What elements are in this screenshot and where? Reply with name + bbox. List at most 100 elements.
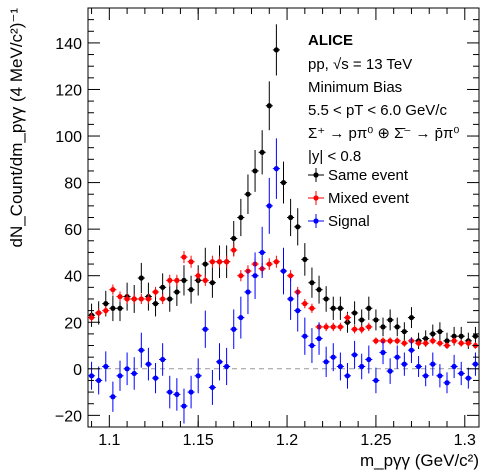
- data-point: [351, 352, 358, 358]
- data-point: [252, 273, 258, 279]
- data-point: [387, 317, 393, 323]
- data-point: [245, 191, 251, 197]
- data-point: [359, 363, 365, 370]
- y-tick-label: 60: [64, 222, 82, 239]
- data-point: [160, 284, 166, 290]
- data-point: [202, 261, 208, 267]
- series-signal: [88, 138, 479, 424]
- x-axis-title-text: m_pγγ (GeV/c²): [360, 451, 479, 470]
- data-point: [231, 247, 237, 253]
- data-point: [451, 338, 457, 344]
- data-point: [309, 342, 315, 349]
- data-point: [430, 361, 436, 367]
- data-point: [408, 314, 415, 321]
- data-point: [231, 235, 237, 242]
- data-point: [401, 361, 407, 367]
- annotation-line: pp, √s = 13 TeV: [308, 56, 412, 73]
- data-point: [330, 305, 336, 311]
- y-tick-label: 80: [64, 176, 82, 193]
- data-point: [209, 280, 216, 286]
- data-point: [366, 356, 372, 363]
- series-mixed-event: [88, 243, 479, 349]
- data-point: [323, 324, 329, 330]
- data-point: [387, 368, 393, 374]
- data-point: [309, 280, 315, 286]
- series-same-event: [88, 24, 479, 350]
- legend-marker: [313, 218, 319, 224]
- data-point: [302, 301, 308, 307]
- legend-item: Same event: [308, 167, 409, 184]
- y-tick-label: 40: [64, 269, 82, 286]
- data-point: [295, 308, 301, 314]
- data-point: [316, 287, 322, 293]
- legend-marker: [313, 195, 319, 201]
- data-point: [344, 314, 351, 321]
- legend-label: Mixed event: [328, 190, 410, 207]
- data-point: [373, 377, 379, 384]
- chart-title: ALICE: [308, 32, 353, 49]
- data-point: [330, 354, 336, 360]
- data-point: [138, 296, 144, 302]
- x-tick-label: 1.25: [360, 432, 391, 449]
- data-point: [145, 361, 152, 367]
- data-point: [423, 340, 429, 346]
- data-point: [458, 333, 464, 339]
- data-point: [167, 389, 173, 395]
- data-point: [167, 277, 173, 283]
- data-point: [152, 289, 159, 295]
- y-tick-label: −20: [55, 408, 82, 425]
- data-point: [266, 261, 272, 267]
- data-point: [288, 296, 294, 302]
- data-point: [117, 294, 123, 300]
- data-point: [103, 301, 109, 307]
- data-point: [245, 289, 251, 295]
- data-point: [366, 324, 372, 330]
- data-point: [181, 277, 187, 283]
- data-point: [359, 317, 365, 323]
- data-point: [110, 287, 116, 293]
- data-point: [202, 326, 208, 332]
- data-point: [437, 340, 443, 346]
- data-point: [195, 273, 201, 279]
- data-point: [302, 256, 308, 262]
- data-point: [451, 363, 457, 370]
- data-point: [380, 324, 386, 330]
- annotation-line: Σ⁺ → pπ⁰ ⊕ Σ̄⁻ → p̄π⁰: [308, 125, 459, 142]
- data-point: [323, 359, 329, 365]
- data-point: [174, 289, 180, 295]
- data-point: [152, 375, 159, 381]
- data-point: [209, 259, 216, 265]
- data-point: [337, 305, 343, 311]
- data-point: [373, 338, 379, 344]
- data-point: [444, 380, 450, 386]
- annotation-line: |y| < 0.8: [308, 148, 361, 165]
- data-point: [401, 328, 407, 335]
- data-point: [259, 249, 265, 256]
- data-point: [273, 259, 279, 265]
- data-point: [160, 296, 166, 302]
- y-tick-label: 100: [55, 129, 82, 146]
- data-point: [216, 259, 223, 265]
- data-point: [458, 370, 464, 377]
- x-tick-label: 1.3: [454, 432, 476, 449]
- data-point: [188, 389, 194, 395]
- data-point: [152, 301, 159, 307]
- data-point: [238, 214, 244, 221]
- data-point: [238, 273, 244, 279]
- data-point: [216, 359, 223, 365]
- data-point: [437, 373, 443, 379]
- data-point: [423, 373, 429, 379]
- data-point: [174, 277, 180, 283]
- data-point: [209, 384, 216, 391]
- legend-marker: [313, 172, 319, 178]
- legend-label: Same event: [328, 167, 409, 184]
- data-point: [88, 314, 95, 321]
- y-axis-title: dN_Count/dm_pγγ (4 MeV/c²)⁻¹: [7, 8, 26, 248]
- data-point: [117, 305, 123, 311]
- data-point: [444, 338, 450, 344]
- data-point: [302, 333, 308, 339]
- data-point: [138, 347, 144, 353]
- data-point: [167, 296, 173, 302]
- data-point: [415, 340, 422, 346]
- data-point: [202, 277, 208, 283]
